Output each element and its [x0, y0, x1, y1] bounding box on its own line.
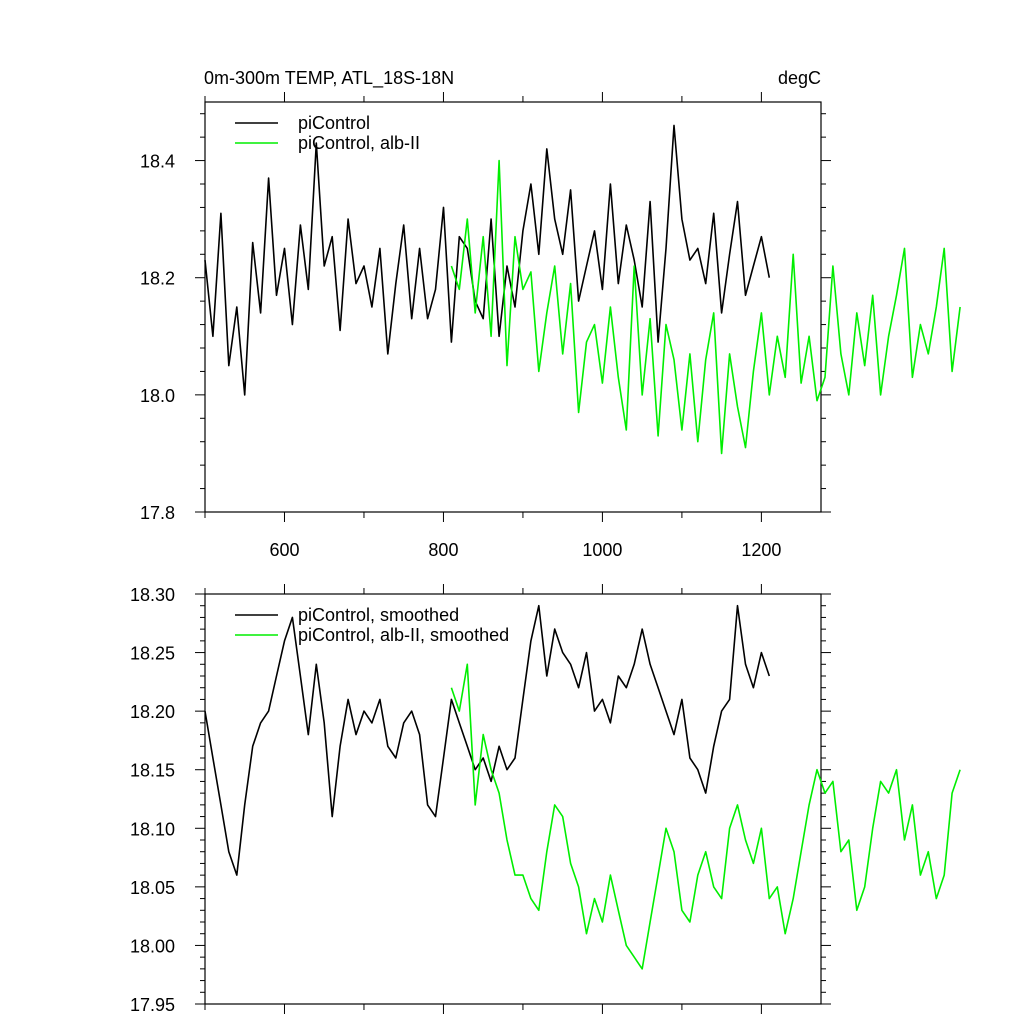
y-tick-label: 18.2: [140, 269, 175, 289]
series-line-picontrol-alb-ii-smoothed: [450, 663, 961, 970]
y-tick-label: 18.0: [140, 386, 175, 406]
legend-label: piControl, alb-II: [298, 133, 420, 153]
y-tick-label: 18.30: [130, 585, 175, 605]
bottom-panel: 17.95 18.00 18.05 18.10 18.15 18.20 18.25 18.30…: [130, 584, 961, 1015]
y-tick-label: 18.00: [130, 936, 175, 956]
y-tick-label: 18.10: [130, 819, 175, 839]
legend-label: piControl: [298, 113, 370, 133]
series-line-picontrol-alb-ii: [450, 159, 961, 455]
x-tick-label: 1200: [741, 540, 781, 560]
units-label: degC: [778, 68, 821, 88]
x-tick-label: 800: [428, 540, 458, 560]
y-tick-label: 18.4: [140, 152, 175, 172]
top-panel: 600 800 1000 1200 17.8 18.0 18.2 18.4 piControlp…: [140, 92, 961, 560]
y-tick-label: 18.05: [130, 878, 175, 898]
y-tick-label: 18.25: [130, 644, 175, 664]
plot-frame: [204, 593, 822, 1005]
y-tick-label: 17.95: [130, 995, 175, 1015]
plot-frame: [204, 101, 822, 513]
y-tick-label: 18.20: [130, 702, 175, 722]
x-tick-label: 1000: [582, 540, 622, 560]
series-line-picontrol: [204, 124, 771, 396]
legend-label: piControl, alb-II, smoothed: [298, 625, 509, 645]
x-tick-label: 600: [269, 540, 299, 560]
plot-title: 0m-300m TEMP, ATL_18S-18N: [204, 68, 454, 89]
legend-label: piControl, smoothed: [298, 605, 459, 625]
series-line-picontrol-smoothed: [204, 604, 771, 876]
y-tick-label: 18.15: [130, 761, 175, 781]
y-tick-label: 17.8: [140, 503, 175, 523]
